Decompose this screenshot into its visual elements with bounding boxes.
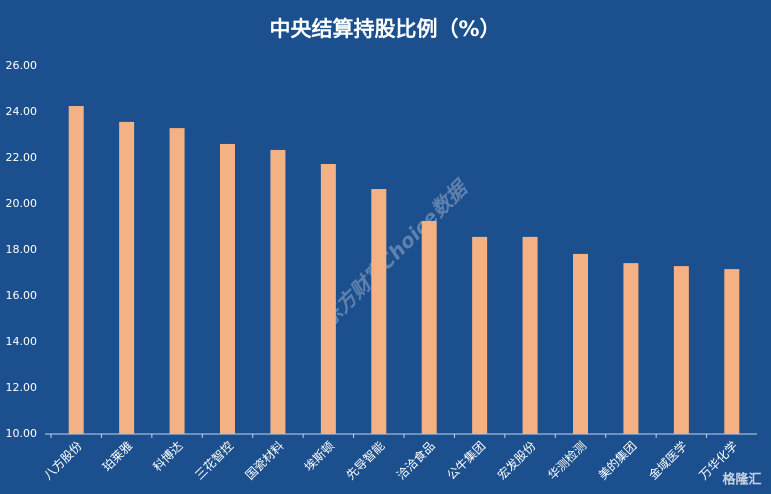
bar xyxy=(623,263,639,434)
bar xyxy=(371,189,387,434)
watermark: 格隆汇 xyxy=(722,472,761,488)
y-tick-label: 14.00 xyxy=(6,335,38,348)
bar xyxy=(522,236,538,434)
y-tick-label: 24.00 xyxy=(6,105,38,118)
bar xyxy=(169,128,185,434)
chart-title: 中央结算持股比例（%） xyxy=(269,17,500,41)
bar xyxy=(220,143,235,434)
bar xyxy=(573,253,588,434)
bar xyxy=(320,163,336,435)
bar xyxy=(68,106,84,435)
y-tick-label: 16.00 xyxy=(6,289,38,302)
y-tick-label: 18.00 xyxy=(6,243,38,256)
bar xyxy=(673,266,689,434)
bar xyxy=(724,269,740,434)
y-tick-label: 22.00 xyxy=(6,151,38,164)
bar xyxy=(472,236,488,434)
bar xyxy=(270,149,286,434)
y-tick-label: 26.00 xyxy=(6,59,38,72)
y-tick-label: 12.00 xyxy=(6,381,38,394)
y-tick-label: 20.00 xyxy=(6,197,38,210)
bar xyxy=(421,221,437,434)
bar xyxy=(119,121,135,434)
y-tick-label: 10.00 xyxy=(6,427,38,440)
